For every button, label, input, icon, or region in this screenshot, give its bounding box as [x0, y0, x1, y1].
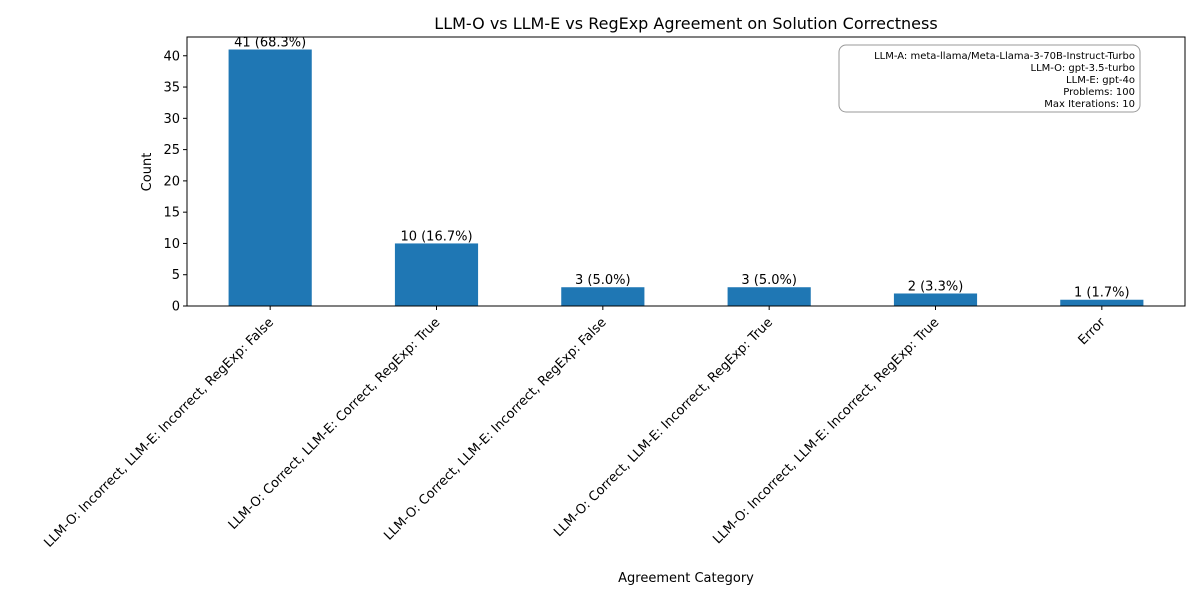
- x-axis-label: Agreement Category: [618, 571, 754, 586]
- y-tick-label: 40: [163, 49, 180, 64]
- x-tick-label: LLM-O: Correct, LLM-E: Correct, RegExp: …: [226, 315, 444, 533]
- bar-data-label: 1 (1.7%): [1074, 286, 1130, 301]
- bar-data-label: 10 (16.7%): [400, 229, 472, 244]
- bar: [893, 293, 978, 306]
- bar-data-label: 3 (5.0%): [741, 273, 797, 288]
- bar-data-label: 3 (5.0%): [575, 273, 631, 288]
- bar-labels-layer: 41 (68.3%) 10 (16.7%) 3 (5.0%) 3 (5.0%) 2 (3…: [234, 36, 1130, 301]
- bar-data-label: 41 (68.3%): [234, 36, 306, 51]
- info-box-line: LLM-O: gpt-3.5-turbo: [1031, 63, 1135, 74]
- info-box-frame: [838, 44, 1141, 113]
- bar: [1060, 299, 1144, 306]
- y-tick-label: 35: [163, 81, 180, 96]
- y-tick-label: 5: [172, 268, 180, 283]
- info-box-line: Problems: 100: [1063, 87, 1135, 98]
- y-tick-label: 30: [163, 112, 180, 127]
- y-tick-label: 0: [172, 300, 180, 315]
- y-tick-label: 10: [163, 237, 180, 252]
- info-box-line: LLM-E: gpt-4o: [1066, 75, 1135, 86]
- info-box-line: LLM-A: meta-llama/Meta-Llama-3-70B-Instr…: [874, 51, 1135, 62]
- y-axis-label: Count: [140, 153, 155, 192]
- plot-frame: [186, 36, 1186, 307]
- bars-layer: [228, 49, 1144, 306]
- bar: [228, 49, 312, 306]
- bar: [394, 243, 479, 306]
- info-box-line: Max Iterations: 10: [1044, 99, 1135, 110]
- bar: [561, 287, 645, 306]
- info-legend-box: LLM-A: meta-llama/Meta-Llama-3-70B-Instr…: [838, 44, 1141, 113]
- chart-title: LLM-O vs LLM-E vs RegExp Agreement on So…: [434, 14, 937, 33]
- y-tick-label: 20: [163, 174, 180, 189]
- x-tick-label: Error: [1076, 315, 1109, 348]
- bar: [727, 287, 811, 306]
- bar-data-label: 2 (3.3%): [908, 279, 964, 294]
- y-tick-label: 15: [163, 206, 180, 221]
- y-tick-label: 25: [163, 143, 180, 158]
